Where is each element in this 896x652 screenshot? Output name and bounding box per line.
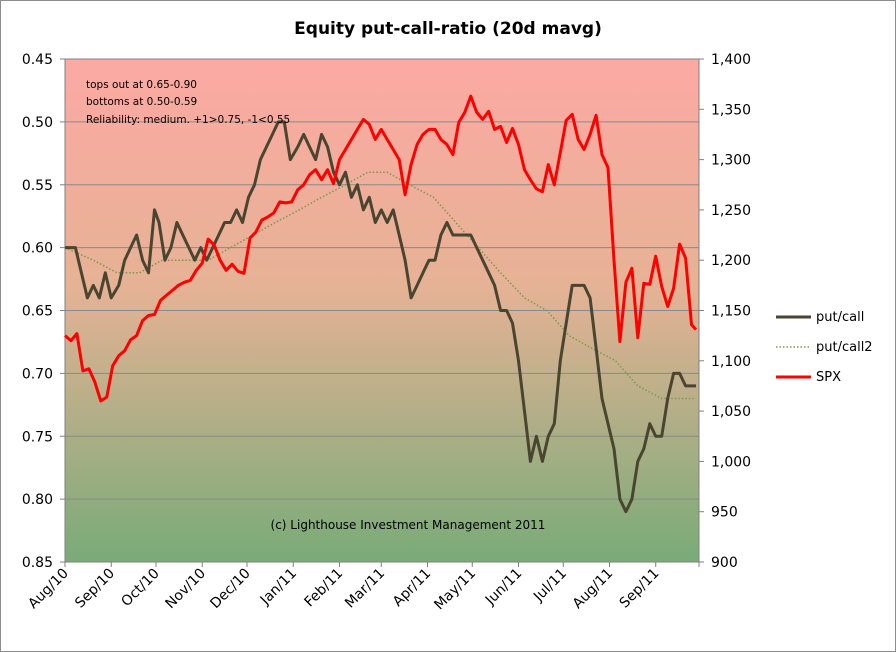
right-tick-label: 1,050: [711, 404, 751, 420]
x-tick-label: Jul/11: [530, 566, 570, 606]
left-axis: 0.45 0.50 0.55 0.60 0.65 0.70 0.75 0.80 0.85: [22, 52, 65, 571]
x-tick-label: Jan/11: [257, 566, 300, 609]
series-line-put-call: [65, 120, 696, 514]
x-tick-label: Sep/10: [72, 566, 118, 612]
annotation-line-3: Reliability: medium. +1>0.75, -1<0.55: [86, 114, 290, 126]
left-tick-label: 0.50: [22, 115, 53, 131]
right-tick-label: 1,000: [711, 454, 751, 470]
x-tick-label: Jun/11: [482, 566, 525, 609]
x-tick-label: Mar/11: [342, 566, 388, 612]
x-tick-label: Dec/10: [207, 566, 253, 612]
left-tick-label: 0.55: [22, 178, 53, 194]
right-tick-label: 1,400: [711, 52, 751, 68]
x-tick-label: Oct/10: [118, 566, 162, 610]
x-tick-label: Nov/10: [163, 566, 210, 613]
legend: put/call put/call2 SPX: [776, 310, 873, 385]
left-tick-label: 0.60: [22, 241, 53, 257]
annotation-line-2: bottoms at 0.50-0.59: [86, 96, 197, 108]
right-tick-label: 1,150: [711, 304, 751, 320]
chart-title: Equity put-call-ratio (20d mavg): [294, 19, 602, 39]
x-tick-label: Sep/11: [617, 566, 663, 612]
left-tick-label: 0.80: [22, 492, 53, 508]
x-tick-label: Aug/11: [570, 566, 617, 613]
x-tick-label: Apr/11: [390, 566, 434, 610]
annotation-block: tops out at 0.65-0.90 bottoms at 0.50-0.…: [86, 79, 290, 126]
left-tick-label: 0.70: [22, 366, 53, 382]
left-tick-label: 0.85: [22, 555, 53, 571]
right-axis: 1,400 1,350 1,300 1,250 1,200 1,150 1,100 1,050…: [699, 52, 751, 571]
left-tick-label: 0.75: [22, 429, 53, 445]
legend-label-put-call: put/call: [816, 310, 864, 325]
left-tick-label: 0.65: [22, 304, 53, 320]
x-tick-label: Aug/10: [25, 566, 72, 613]
right-tick-label: 1,300: [711, 153, 751, 169]
legend-label-spx: SPX: [816, 370, 841, 385]
x-tick-label: May/11: [431, 566, 479, 614]
series-line-put-call2: [64, 171, 696, 400]
series-line-spx: [64, 94, 698, 403]
right-tick-label: 1,200: [711, 253, 751, 269]
series-layer: [64, 94, 698, 514]
right-tick-label: 950: [711, 505, 738, 521]
right-tick-label: 1,100: [711, 354, 751, 370]
left-tick-label: 0.45: [22, 52, 53, 68]
right-tick-label: 1,250: [711, 203, 751, 219]
right-tick-label: 1,350: [711, 102, 751, 118]
x-tick-label: Feb/11: [302, 566, 347, 611]
right-tick-label: 900: [711, 555, 738, 571]
copyright-note: (c) Lighthouse Investment Management 201…: [271, 518, 546, 532]
annotation-line-1: tops out at 0.65-0.90: [86, 79, 197, 91]
legend-label-put-call2: put/call2: [816, 340, 873, 355]
